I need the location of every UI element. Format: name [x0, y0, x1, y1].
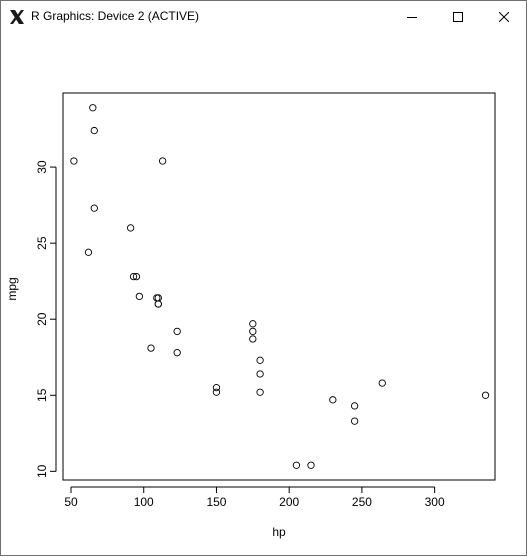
- x-tick-label: 250: [352, 495, 372, 509]
- x-window-icon: [9, 9, 25, 25]
- data-point: [154, 300, 162, 308]
- data-point: [249, 320, 257, 328]
- data-point: [126, 224, 135, 232]
- plot-frame: [62, 92, 496, 481]
- data-point: [307, 461, 315, 469]
- data-point: [173, 349, 181, 357]
- plot-canvas: 50 100 150 200 250 300 10 15 20 25 30 hp mpg: [1, 32, 526, 555]
- data-point: [90, 126, 98, 135]
- data-point: [212, 388, 221, 396]
- data-point: [158, 157, 167, 165]
- data-point: [90, 204, 98, 212]
- window-title: R Graphics: Device 2 (ACTIVE): [31, 9, 200, 23]
- data-point: [378, 379, 386, 387]
- data-point: [292, 461, 301, 469]
- data-point: [129, 272, 138, 281]
- x-axis-label: hp: [272, 525, 286, 539]
- data-point: [173, 327, 181, 336]
- y-tick-label: 25: [35, 236, 49, 250]
- minimize-button[interactable]: [389, 1, 435, 32]
- data-point: [89, 104, 97, 112]
- scatter-plot: 50 100 150 200 250 300 10 15 20 25 30 hp mpg: [5, 92, 496, 539]
- x-tick-label: 50: [64, 495, 78, 509]
- data-point: [249, 327, 257, 336]
- y-tick-label: 10: [35, 464, 49, 478]
- maximize-icon: [453, 11, 463, 22]
- data-point: [481, 391, 490, 399]
- data-point: [154, 294, 162, 302]
- data-point: [249, 335, 257, 343]
- data-point: [135, 292, 144, 301]
- x-tick-label: 200: [279, 495, 299, 509]
- x-tick-label: 300: [425, 495, 445, 509]
- data-point: [132, 272, 141, 281]
- data-point: [256, 370, 264, 378]
- title-bar[interactable]: R Graphics: Device 2 (ACTIVE): [1, 1, 526, 32]
- data-point: [70, 157, 78, 165]
- data-point: [84, 248, 93, 256]
- close-button[interactable]: [481, 1, 527, 32]
- x-tick-label: 150: [206, 495, 226, 509]
- data-point: [256, 356, 264, 364]
- data-point: [350, 402, 359, 410]
- data-point: [350, 417, 359, 425]
- y-tick-label: 30: [35, 160, 49, 174]
- y-axis-label: mpg: [5, 277, 19, 300]
- data-point: [329, 396, 337, 404]
- x-tick-label: 100: [134, 495, 154, 509]
- y-tick-label: 20: [35, 312, 49, 326]
- data-point: [256, 388, 264, 396]
- close-icon: [499, 11, 509, 22]
- data-point: [147, 344, 155, 352]
- y-tick-label: 15: [35, 388, 49, 402]
- data-point: [212, 384, 221, 392]
- maximize-button[interactable]: [435, 1, 481, 32]
- minimize-icon: [407, 16, 417, 18]
- data-point: [153, 294, 161, 302]
